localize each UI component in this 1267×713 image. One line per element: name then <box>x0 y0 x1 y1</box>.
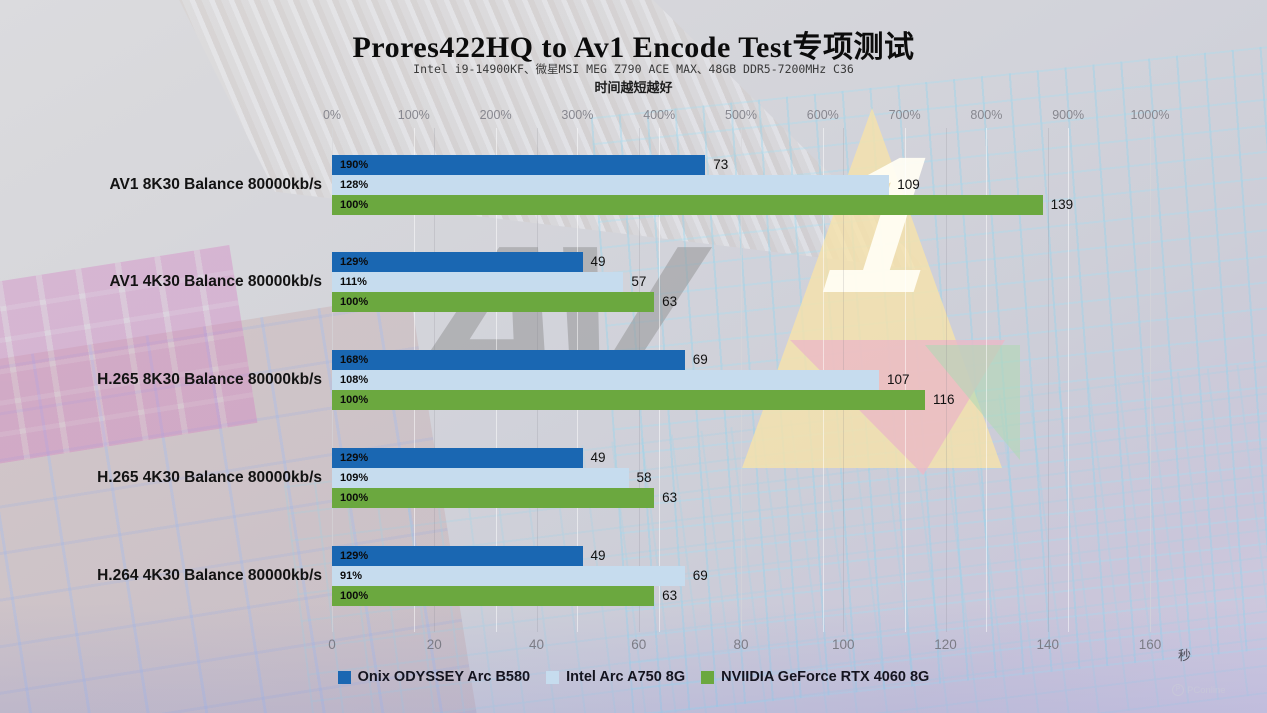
bar-value-label: 57 <box>631 274 647 290</box>
bar-value-label: 116 <box>933 392 955 407</box>
bar-value-label: 139 <box>1050 196 1074 212</box>
bar-percent-label: 100% <box>340 296 369 309</box>
bar-value-label: 69 <box>692 352 708 367</box>
bar-percent-label: 91% <box>340 569 363 582</box>
bar-value-label: 63 <box>662 587 678 603</box>
x-axis-bottom-tick: 20 <box>426 637 442 652</box>
bar-arc-a750: 91% 69 <box>332 565 708 586</box>
bar-percent-label: 108% <box>340 374 369 386</box>
legend-swatch-icon <box>546 670 560 684</box>
x-axis-bottom-tick: 140 <box>1036 637 1060 652</box>
legend-label: Intel Arc A750 8G <box>566 669 686 685</box>
x-axis-top-tick: 900% <box>1052 108 1085 122</box>
bar-arc-b580: 129% 49 <box>332 545 606 566</box>
x-axis-top-tick: 400% <box>643 108 676 122</box>
legend-item: NVIIDIA GeForce RTX 4060 8G <box>701 669 929 685</box>
legend-swatch-icon <box>701 670 715 684</box>
bar-arc-b580: 190% 73 <box>332 154 728 175</box>
legend-item: Onix ODYSSEY Arc B580 <box>337 669 531 685</box>
bar-percent-label: 100% <box>340 394 369 406</box>
bar-rtx-4060: 100% 63 <box>332 487 677 508</box>
pconline-logo-icon: P <box>1172 684 1184 696</box>
x-axis-bottom-tick: 120 <box>934 637 957 652</box>
x-axis-unit-label: 秒 <box>1178 648 1192 663</box>
gridline-seconds <box>1150 128 1151 632</box>
legend-swatch-icon <box>337 670 351 684</box>
bar-value-label: 49 <box>590 254 606 270</box>
x-axis-bottom-tick: 60 <box>631 637 647 652</box>
gridline-percent <box>1150 128 1151 632</box>
bar-arc-a750: 109% 58 <box>332 467 652 488</box>
x-axis-bottom-tick: 160 <box>1138 637 1162 652</box>
category-label: H.264 4K30 Balance 80000kb/s <box>97 566 322 584</box>
bar-arc-a750: 128% 109 <box>332 174 920 195</box>
pconline-watermark-text: PConline <box>1187 684 1226 696</box>
x-axis-top-tick: 300% <box>561 108 594 122</box>
gridline-percent <box>1068 128 1070 632</box>
x-axis-top-tick: 0% <box>322 108 342 122</box>
bar-arc-a750: 108% 107 <box>332 370 910 390</box>
bar-percent-label: 109% <box>340 471 369 484</box>
bar-percent-label: 129% <box>340 549 369 562</box>
legend-item: Intel Arc A750 8G <box>546 669 685 685</box>
bar-value-label: 73 <box>713 156 729 172</box>
x-axis-bottom-tick: 0 <box>328 637 336 652</box>
bar-percent-label: 111% <box>340 276 367 289</box>
category-label: AV1 4K30 Balance 80000kb/s <box>109 273 322 291</box>
x-axis-top-tick: 1000% <box>1130 108 1170 122</box>
bar-value-label: 107 <box>887 372 910 387</box>
bar-rtx-4060: 100% 139 <box>332 194 1073 215</box>
pconline-watermark: P PConline <box>1172 684 1226 696</box>
x-axis-top-tick: 500% <box>725 108 757 122</box>
legend-label: NVIIDIA GeForce RTX 4060 8G <box>721 669 930 685</box>
bar-percent-label: 100% <box>340 198 369 211</box>
bar-percent-label: 100% <box>340 589 369 602</box>
x-axis-top-tick: 200% <box>479 108 512 122</box>
x-axis-top-tick: 600% <box>806 108 839 122</box>
legend-label: Onix ODYSSEY Arc B580 <box>357 669 531 685</box>
category-label: AV1 8K30 Balance 80000kb/s <box>109 175 322 193</box>
chart-subtitle: Intel i9-14900KF、微星MSI MEG Z790 ACE MAX、… <box>413 62 854 76</box>
x-axis-bottom-tick: 100 <box>831 637 855 652</box>
x-axis-top-tick: 700% <box>888 108 921 122</box>
bar-value-label: 49 <box>590 449 606 465</box>
bar-percent-label: 168% <box>340 354 369 366</box>
bar-value-label: 49 <box>590 547 606 563</box>
category-label: H.265 8K30 Balance 80000kb/s <box>97 371 322 388</box>
bar-percent-label: 129% <box>340 451 369 464</box>
bar-value-label: 63 <box>662 489 678 505</box>
bar-percent-label: 190% <box>340 158 369 171</box>
bar-percent-label: 100% <box>340 491 369 504</box>
bar-arc-b580: 129% 49 <box>332 447 606 468</box>
gridline-seconds <box>1047 128 1049 632</box>
bar-percent-label: 129% <box>340 256 369 269</box>
bar-rtx-4060: 100% 116 <box>332 390 955 410</box>
bar-arc-a750: 111% 57 <box>332 272 646 293</box>
bar-value-label: 69 <box>692 567 708 583</box>
chart-title: Prores422HQ to Av1 Encode Test专项测试 <box>352 31 915 64</box>
x-axis-bottom-tick: 40 <box>528 637 545 652</box>
x-axis-bottom-tick: 80 <box>733 637 749 652</box>
category-label: H.265 4K30 Balance 80000kb/s <box>97 468 322 486</box>
bar-value-label: 109 <box>897 176 920 192</box>
x-axis-top-tick: 800% <box>970 108 1003 122</box>
bar-value-label: 63 <box>662 294 678 310</box>
bar-percent-label: 128% <box>340 178 369 191</box>
chart-note: 时间越短越好 <box>594 80 673 95</box>
bar-arc-b580: 129% 49 <box>332 252 606 273</box>
bar-value-label: 58 <box>636 469 652 485</box>
bar-rtx-4060: 100% 63 <box>332 585 677 606</box>
bar-arc-b580: 168% 69 <box>332 350 708 370</box>
bar-rtx-4060: 100% 63 <box>332 292 677 313</box>
x-axis-top-tick: 100% <box>397 108 430 122</box>
legend: Onix ODYSSEY Arc B580 Intel Arc A750 8G NV… <box>0 669 1267 685</box>
